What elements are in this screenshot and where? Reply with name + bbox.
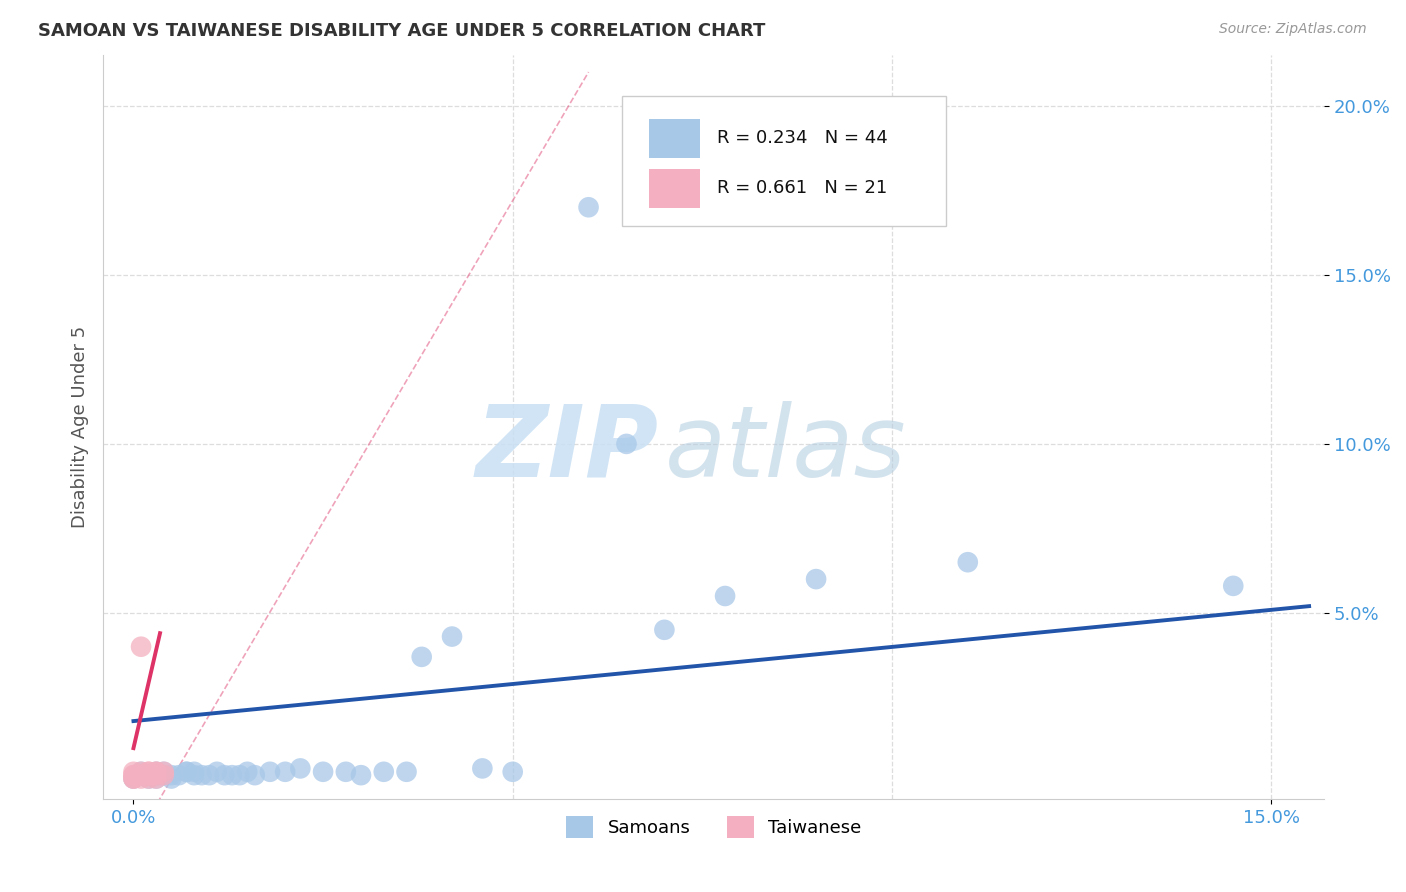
Point — [1222, 579, 1244, 593]
Point — [395, 764, 418, 779]
Point — [129, 764, 152, 779]
Point — [129, 764, 152, 779]
Text: Source: ZipAtlas.com: Source: ZipAtlas.com — [1219, 22, 1367, 37]
Point — [243, 768, 266, 782]
Point — [122, 772, 145, 786]
Point — [350, 768, 373, 782]
Point — [153, 768, 176, 782]
Y-axis label: Disability Age Under 5: Disability Age Under 5 — [72, 326, 89, 528]
Point — [228, 768, 250, 782]
Point — [138, 768, 160, 782]
Point — [616, 437, 638, 451]
Point — [312, 764, 335, 779]
Point — [145, 764, 167, 779]
Point — [129, 640, 152, 654]
Point — [578, 200, 600, 214]
Text: R = 0.661   N = 21: R = 0.661 N = 21 — [717, 179, 887, 197]
Point — [122, 768, 145, 782]
Point — [471, 761, 494, 775]
Point — [167, 768, 190, 782]
Text: R = 0.234   N = 44: R = 0.234 N = 44 — [717, 129, 889, 147]
Point — [160, 772, 183, 786]
Point — [153, 768, 176, 782]
Point — [205, 764, 228, 779]
Legend: Samoans, Taiwanese: Samoans, Taiwanese — [558, 809, 869, 846]
Point — [198, 768, 221, 782]
Point — [176, 764, 198, 779]
Point — [153, 764, 176, 779]
Point — [145, 772, 167, 786]
Text: SAMOAN VS TAIWANESE DISABILITY AGE UNDER 5 CORRELATION CHART: SAMOAN VS TAIWANESE DISABILITY AGE UNDER… — [38, 22, 765, 40]
Point — [122, 772, 145, 786]
Point — [138, 768, 160, 782]
Point — [236, 764, 259, 779]
Point — [138, 768, 160, 782]
FancyBboxPatch shape — [621, 96, 946, 227]
Point — [190, 768, 212, 782]
Point — [804, 572, 827, 586]
Point — [274, 764, 297, 779]
Point — [129, 768, 152, 782]
Point — [145, 764, 167, 779]
Text: atlas: atlas — [665, 401, 907, 498]
Point — [122, 768, 145, 782]
Point — [411, 649, 433, 664]
Point — [138, 764, 160, 779]
Point — [138, 764, 160, 779]
Point — [129, 772, 152, 786]
Point — [502, 764, 524, 779]
Point — [122, 772, 145, 786]
Point — [145, 768, 167, 782]
Point — [373, 764, 395, 779]
Point — [145, 772, 167, 786]
Point — [956, 555, 979, 569]
FancyBboxPatch shape — [650, 169, 700, 208]
Point — [176, 764, 198, 779]
Point — [153, 764, 176, 779]
Point — [335, 764, 357, 779]
FancyBboxPatch shape — [650, 120, 700, 158]
Point — [138, 772, 160, 786]
Point — [654, 623, 676, 637]
Point — [221, 768, 243, 782]
Point — [138, 772, 160, 786]
Point — [214, 768, 236, 782]
Point — [129, 768, 152, 782]
Point — [145, 768, 167, 782]
Point — [259, 764, 281, 779]
Point — [129, 768, 152, 782]
Point — [290, 761, 312, 775]
Point — [183, 764, 205, 779]
Point — [122, 764, 145, 779]
Point — [145, 764, 167, 779]
Point — [714, 589, 737, 603]
Text: ZIP: ZIP — [475, 401, 659, 498]
Point — [160, 768, 183, 782]
Point — [440, 630, 463, 644]
Point — [183, 768, 205, 782]
